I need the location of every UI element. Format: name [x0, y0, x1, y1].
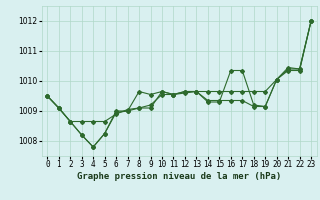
- X-axis label: Graphe pression niveau de la mer (hPa): Graphe pression niveau de la mer (hPa): [77, 172, 281, 181]
